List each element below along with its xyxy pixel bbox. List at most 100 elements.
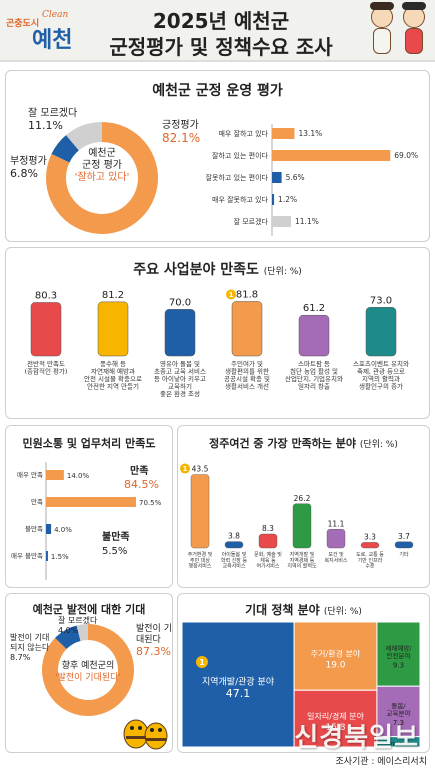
vbar1-cat-5: 스포츠이벤트 유치와 축제, 관광 등으로 지역의 활력과 생활인구의 증가	[353, 359, 409, 390]
vbar2-cat-0: 주거환경 및 주민 대상 행정서비스	[188, 551, 213, 570]
donut1-unknown-pct: 11.1%	[28, 119, 63, 132]
page-title-line1: 2025년 예천군	[152, 9, 290, 33]
hbar2-sum-neg-label: 5.5%	[102, 546, 127, 557]
donut1-negative-pct: 6.8%	[10, 167, 38, 180]
donut1-label-positive: 긍정평가 82.1%	[162, 120, 200, 144]
panel3b-title-text: 정주여건 중 가장 만족하는 분야	[209, 437, 356, 450]
donut1-center: 예천군 군정 평가 '잘하고 있다'	[70, 148, 134, 184]
hbar2-sum-pos-label: 84.5%	[124, 478, 159, 491]
vbar1-bar-0	[30, 302, 62, 357]
vbar2-label-6: 3.7	[398, 532, 410, 541]
hbar2-bar-2	[46, 524, 52, 534]
panel3b-unit: (단위: %)	[359, 440, 398, 450]
donut1-slice-2	[66, 122, 102, 151]
hbar1-cat-4: 잘 모르겠다	[234, 217, 269, 226]
donut2-slice-0	[41, 624, 134, 716]
treemap-name-4: 돌봄/교육분야	[387, 702, 411, 717]
donut1-center-line1: 예천군	[88, 148, 116, 159]
donut2-center: 향후 예천군의 '발전이 기대된다'	[48, 660, 128, 684]
vbar2-cat-4: 보건 및 복지서비스	[324, 551, 347, 564]
hbar1-bar-1	[272, 150, 391, 161]
treemap-value-1: 19.0	[325, 661, 345, 671]
vbar2-rank-badge	[180, 463, 190, 474]
vbar2-bar-3	[292, 503, 312, 549]
donut2-label-no: 발전이 기대되지 않는다 8.7%	[10, 633, 50, 663]
treemap-cell-0	[182, 622, 295, 747]
hbar2-cat-2: 불만족	[25, 524, 43, 533]
vbar2-label-4: 11.1	[328, 519, 345, 528]
panel3b-title: 정주여건 중 가장 만족하는 분야 (단위: %)	[177, 435, 430, 451]
vbar1-label-0: 80.3	[35, 290, 57, 301]
vbar2-cat-1: 아이돌봄 및 학력 신장 등 교육서비스	[221, 551, 248, 570]
vbar1-bar-1	[97, 301, 129, 357]
vbar1-cat-4: 스마트팜 등 첨단 농업 활성 및 산업단지, 기업유치와 일자리 창출	[285, 359, 343, 390]
vbar1-bar-4	[298, 314, 330, 357]
donut2-unknown-name: 잘 모르겠다	[58, 616, 98, 625]
hbar2-label-0: 14.0%	[67, 472, 90, 480]
vbar1-bar-2	[164, 309, 196, 357]
mascot-boy-icon	[368, 2, 396, 56]
vbar1-cat-1: 풍수해 등 자연재해 예방과 안전 시설물 확충으로 안전한 지역 만들기	[84, 359, 142, 390]
vbar2-rank-text: 1	[183, 465, 188, 473]
vbar1-rank-badge	[226, 289, 236, 300]
page-title-line2: 군정평가 및 정책수요 조사	[109, 35, 333, 59]
vbar1-label-5: 73.0	[370, 295, 392, 306]
vbar2-bar-6	[394, 541, 414, 549]
hbar2-bar-0	[46, 470, 64, 480]
hbar2-cat-1: 만족	[31, 497, 43, 506]
donut1-positive-pct: 82.1%	[162, 131, 201, 145]
donut2-label-yes: 발전이 기대된다 87.3%	[136, 624, 176, 657]
hbar2-bar-1	[46, 497, 136, 507]
vbar2-label-3: 26.2	[294, 494, 311, 503]
hbar2-cat-3: 매우 불만족	[11, 551, 43, 560]
vbar2-label-0: 43.5	[192, 465, 209, 474]
donut1-negative-name: 부정평가	[10, 156, 47, 167]
treemap-cell-2	[293, 689, 378, 747]
treemap-name-5: 기타 1.5	[390, 741, 407, 748]
vbar1-rank-text: 1	[229, 291, 234, 299]
treemap-cell-1	[293, 622, 378, 691]
logo-big-text: 예천	[32, 28, 73, 53]
hbar1-cat-2: 잘못하고 있는 편이다	[206, 173, 269, 182]
donut2-center-line1: 향후 예천군의	[61, 661, 115, 671]
hbar2-sum-pos-name: 만족	[130, 464, 148, 477]
hbar1-bar-4	[272, 216, 292, 227]
panel2-title: 주요 사업분야 만족도 (단위: %)	[5, 259, 430, 279]
hbar1-cat-0: 매우 잘하고 있다	[218, 129, 268, 138]
vbar1-cat-0: 전반적 만족도 (종합적인 평가)	[24, 359, 67, 375]
donut2-no-name: 발전이 기대되지 않는다	[10, 633, 50, 652]
vbar1-label-2: 70.0	[169, 297, 191, 308]
hbar1-label-3: 1.2%	[278, 195, 297, 204]
hbar2-bar-3	[46, 551, 48, 561]
panel1-title: 예천군 군정 운영 평가	[152, 83, 283, 99]
donut1-unknown-name: 잘 모르겠다	[28, 108, 78, 119]
hbar1-cat-1: 잘하고 있는 편이다	[212, 151, 269, 160]
vbar2-label-2: 8.3	[262, 524, 274, 533]
donut2-slice-2	[76, 624, 88, 641]
hbar1-label-0: 13.1%	[298, 129, 322, 138]
vbar2-bar-4	[326, 529, 346, 549]
vbar1-label-3: 81.8	[236, 289, 258, 300]
donut2-yes-pct: 87.3%	[136, 645, 171, 658]
vbar1-cat-2: 영유아 돌봄 및 초중고 교육 서비스 등 아이낳아 키우고 교육하기 좋은 환경 조성	[154, 359, 206, 398]
treemap-name-0: 지역개발/관광 분야	[202, 676, 274, 688]
treemap-name-3: 재해예방/안전분야	[385, 644, 412, 660]
treemap-value-2: 15.8	[325, 723, 345, 733]
panel2-title-text: 주요 사업분야 만족도	[133, 262, 259, 278]
vbar2-bar-1	[224, 541, 244, 549]
watermark-text: 신경북일보	[294, 723, 419, 753]
donut2-no-pct: 8.7%	[10, 653, 31, 662]
vbar1-label-4: 61.2	[303, 303, 325, 314]
panel-major-projects	[5, 247, 430, 419]
mascot-girl-icon	[400, 2, 428, 56]
vbar2-cat-2: 문화, 예술 및 체육 등 여가서비스	[254, 551, 282, 570]
treemap-rank-badge	[196, 656, 208, 668]
donut2-slice-1	[55, 625, 81, 650]
donut1-slice-0	[46, 122, 159, 235]
hbar1-bar-0	[272, 128, 295, 139]
hbar1-cat-3: 매우 잘못하고 있다	[212, 195, 269, 204]
treemap-rank-text: 1	[199, 658, 205, 667]
living-conditions-bar-chart: 43.5 주거환경 및 주민 대상 행정서비스 3.8 아이돌봄 및 학력 신장 등 교육서비…	[180, 463, 414, 570]
logo-clean-text: Clean	[42, 10, 69, 20]
